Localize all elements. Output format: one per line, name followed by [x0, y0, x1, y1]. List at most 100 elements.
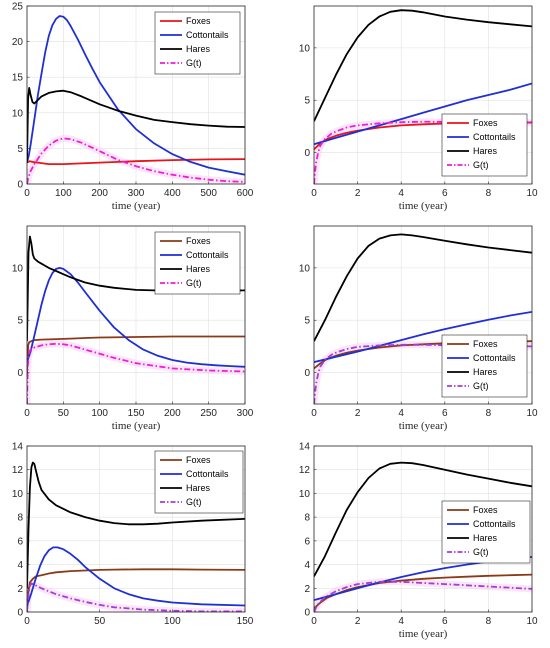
- legend-label: Foxes: [473, 118, 498, 128]
- axes-box: [313, 225, 533, 405]
- y-tick-label: 8: [304, 513, 310, 524]
- series-line-cottontails: [27, 546, 245, 607]
- legend-label: Cottontails: [473, 519, 516, 529]
- x-tick-label: 0: [311, 408, 317, 419]
- legend: Foxes Cottontails Hares G(t): [441, 500, 531, 564]
- axes-box: [313, 5, 533, 185]
- y-tick-label: 5: [17, 144, 23, 155]
- series-line-gt: [27, 582, 245, 612]
- series-line-cottontails: [27, 266, 245, 368]
- axes-box: [313, 445, 533, 613]
- x-tick-label: 6: [442, 408, 448, 419]
- legend-label: Foxes: [473, 505, 498, 515]
- x-tick-label: 200: [164, 408, 181, 419]
- legend-label: Cottontails: [186, 469, 229, 479]
- series-line-hares: [314, 9, 532, 122]
- y-tick-label: 10: [12, 263, 24, 274]
- chart-panel-5: 0 50 100 150 0 2 4 6 8 10 12 14 Foxes Cottontails Hare…: [12, 442, 254, 628]
- x-tick-label: 50: [94, 616, 106, 627]
- legend-box: [154, 11, 241, 75]
- y-tick-label: 10: [299, 43, 311, 54]
- legend-box: [154, 450, 244, 514]
- legend-label: Cottontails: [186, 250, 229, 260]
- series-line-hares: [314, 461, 532, 577]
- x-tick-label: 300: [128, 188, 145, 199]
- legend-label: G(t): [473, 160, 489, 170]
- x-tick-label: 0: [24, 188, 30, 199]
- x-tick-label: 10: [526, 408, 538, 419]
- x-tick-label: 4: [398, 616, 404, 627]
- y-tick-label: 15: [12, 73, 24, 84]
- series-line-foxes: [27, 568, 245, 610]
- legend-label: G(t): [186, 58, 202, 68]
- x-tick-label: 0: [24, 616, 30, 627]
- series-line-cottontails: [314, 82, 532, 146]
- legend: Foxes Cottontails Hares G(t): [441, 334, 528, 398]
- x-tick-label: 0: [311, 616, 317, 627]
- y-tick-label: 4: [17, 560, 23, 571]
- x-tick-label: 600: [237, 188, 254, 199]
- series-line-hares: [314, 233, 532, 342]
- y-tick-label: 10: [12, 489, 24, 500]
- y-tick-label: 8: [17, 513, 23, 524]
- x-axis-label: time (year): [399, 200, 448, 212]
- y-tick-label: 2: [17, 584, 23, 595]
- x-tick-label: 100: [91, 408, 108, 419]
- axes-box: [26, 445, 246, 613]
- y-tick-label: 6: [17, 536, 23, 547]
- legend-label: Hares: [473, 367, 498, 377]
- legend-label: Hares: [473, 533, 498, 543]
- series-line-gt: [27, 342, 245, 404]
- y-tick-label: 10: [12, 108, 24, 119]
- series-line-hares: [27, 235, 245, 342]
- y-tick-label: 14: [12, 442, 24, 453]
- y-tick-label: 0: [304, 368, 310, 379]
- x-tick-label: 2: [355, 188, 361, 199]
- legend-label: G(t): [186, 278, 202, 288]
- legend-label: Hares: [186, 44, 211, 54]
- y-tick-label: 6: [304, 536, 310, 547]
- series-line-cottontails: [314, 311, 532, 363]
- x-tick-label: 150: [237, 616, 254, 627]
- legend: Foxes Cottontails Hares G(t): [154, 450, 244, 514]
- legend-label: Hares: [186, 483, 211, 493]
- x-axis-label: time (year): [399, 420, 448, 432]
- x-tick-label: 0: [24, 408, 30, 419]
- y-tick-label: 0: [17, 608, 23, 619]
- legend-box: [441, 500, 531, 564]
- x-tick-label: 50: [58, 408, 70, 419]
- chart-panel-1: 0 100 200 300 400 500 600 0 5 10 15 20 25 time (year)…: [12, 2, 254, 213]
- legend-label: G(t): [186, 497, 202, 507]
- series-line-foxes: [314, 573, 532, 610]
- x-tick-label: 100: [55, 188, 72, 199]
- y-tick-label: 12: [299, 465, 311, 476]
- chart-panel-2: 0 2 4 6 8 10 0 5 10 time (year) Foxes Cottontails Ha…: [299, 5, 538, 212]
- y-tick-label: 5: [17, 316, 23, 327]
- y-tick-label: 25: [12, 2, 24, 13]
- y-tick-label: 4: [304, 560, 310, 571]
- x-tick-label: 2: [355, 616, 361, 627]
- y-tick-label: 2: [304, 584, 310, 595]
- x-tick-label: 8: [486, 616, 492, 627]
- legend-label: Foxes: [186, 236, 211, 246]
- series-line-gt: [314, 120, 532, 184]
- legend-label: G(t): [473, 547, 489, 557]
- legend: Foxes Cottontails Hares G(t): [441, 113, 528, 177]
- series-line-hares: [27, 87, 245, 163]
- x-tick-label: 6: [442, 188, 448, 199]
- x-tick-label: 4: [398, 408, 404, 419]
- x-tick-label: 6: [442, 616, 448, 627]
- y-tick-label: 10: [299, 263, 311, 274]
- legend-label: Hares: [186, 264, 211, 274]
- legend-label: Foxes: [473, 339, 498, 349]
- y-tick-label: 0: [17, 180, 23, 191]
- x-tick-label: 150: [128, 408, 145, 419]
- series-line-foxes: [27, 158, 245, 166]
- x-tick-label: 500: [200, 188, 217, 199]
- legend-label: Cottontails: [473, 132, 516, 142]
- legend-label: G(t): [473, 381, 489, 391]
- legend-box: [154, 231, 241, 295]
- x-tick-label: 300: [237, 408, 254, 419]
- legend-box: [441, 113, 528, 177]
